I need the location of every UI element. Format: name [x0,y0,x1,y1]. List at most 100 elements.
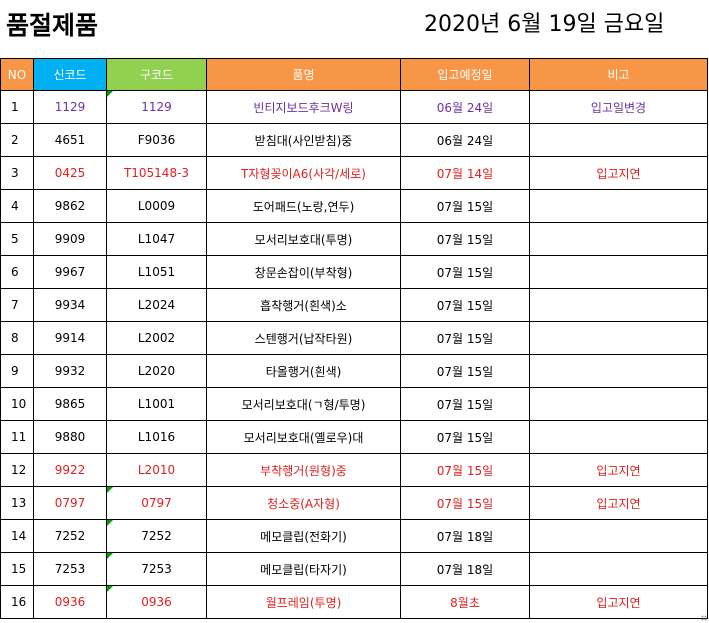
cell-arrival-date[interactable]: 07월 15일 [400,321,530,355]
cell-old-code[interactable]: L2020 [106,354,207,388]
cell-product-name[interactable]: 메모클립(타자기) [206,552,401,586]
cell-arrival-date[interactable]: 07월 15일 [400,354,530,388]
cell-product-name[interactable]: 메모클립(전화기) [206,519,401,553]
cell-no[interactable]: 5 [0,222,34,256]
cell-old-code[interactable]: L1016 [106,420,207,454]
cell-remark[interactable] [529,387,708,421]
cell-remark[interactable] [529,222,708,256]
cell-new-code[interactable]: 9909 [33,222,107,256]
cell-old-code[interactable]: L0009 [106,189,207,223]
cell-new-code[interactable]: 7252 [33,519,107,553]
cell-remark[interactable] [529,189,708,223]
cell-arrival-date[interactable]: 07월 15일 [400,486,530,520]
cell-arrival-date[interactable]: 07월 15일 [400,255,530,289]
cell-arrival-date[interactable]: 06월 24일 [400,90,530,124]
cell-remark[interactable] [529,123,708,157]
cell-new-code[interactable]: 0425 [33,156,107,190]
cell-no[interactable]: 7 [0,288,34,322]
cell-no[interactable]: 8 [0,321,34,355]
cell-arrival-date[interactable]: 07월 18일 [400,552,530,586]
cell-old-code[interactable]: L2002 [106,321,207,355]
cell-new-code[interactable]: 9914 [33,321,107,355]
resize-grip-icon[interactable] [701,615,707,621]
column-header-remark[interactable]: 비고 [529,58,708,91]
cell-remark[interactable] [529,552,708,586]
cell-new-code[interactable]: 9922 [33,453,107,487]
cell-no[interactable]: 11 [0,420,34,454]
cell-no[interactable]: 6 [0,255,34,289]
cell-no[interactable]: 2 [0,123,34,157]
cell-new-code[interactable]: 0797 [33,486,107,520]
cell-old-code[interactable]: 7252 [106,519,207,553]
cell-new-code[interactable]: 9934 [33,288,107,322]
cell-product-name[interactable]: 창문손잡이(부착형) [206,255,401,289]
cell-remark[interactable]: 입고지연 [529,156,708,190]
cell-product-name[interactable]: 청소중(A자형) [206,486,401,520]
column-header-name[interactable]: 품명 [206,58,401,91]
cell-old-code[interactable]: 0797 [106,486,207,520]
cell-old-code[interactable]: 1129 [106,90,207,124]
cell-old-code[interactable]: F9036 [106,123,207,157]
cell-new-code[interactable]: 9967 [33,255,107,289]
column-header-no[interactable]: NO [0,58,34,91]
column-header-arrival-date[interactable]: 입고예정일 [400,58,530,91]
cell-product-name[interactable]: 타올행거(흰색) [206,354,401,388]
cell-new-code[interactable]: 9880 [33,420,107,454]
cell-remark[interactable] [529,255,708,289]
cell-no[interactable]: 12 [0,453,34,487]
cell-new-code[interactable]: 4651 [33,123,107,157]
cell-remark[interactable] [529,519,708,553]
cell-old-code[interactable]: L1047 [106,222,207,256]
cell-remark[interactable]: 입고일변경 [529,90,708,124]
cell-old-code[interactable]: T105148-3 [106,156,207,190]
cell-remark[interactable]: 입고지연 [529,486,708,520]
cell-arrival-date[interactable]: 07월 15일 [400,288,530,322]
cell-new-code[interactable]: 9862 [33,189,107,223]
cell-remark[interactable]: 입고지연 [529,585,708,619]
cell-arrival-date[interactable]: 07월 14일 [400,156,530,190]
cell-remark[interactable] [529,321,708,355]
column-header-new-code[interactable]: 신코드 [33,58,107,91]
cell-new-code[interactable]: 9932 [33,354,107,388]
cell-no[interactable]: 10 [0,387,34,421]
cell-arrival-date[interactable]: 07월 15일 [400,222,530,256]
cell-arrival-date[interactable]: 8월초 [400,585,530,619]
cell-product-name[interactable]: 월프레임(투명) [206,585,401,619]
cell-remark[interactable] [529,354,708,388]
cell-remark[interactable] [529,288,708,322]
cell-product-name[interactable]: 도어패드(노랑,연두) [206,189,401,223]
cell-no[interactable]: 9 [0,354,34,388]
cell-no[interactable]: 16 [0,585,34,619]
cell-product-name[interactable]: 모서리보호대(ㄱ형/투명) [206,387,401,421]
cell-no[interactable]: 1 [0,90,34,124]
cell-no[interactable]: 3 [0,156,34,190]
cell-remark[interactable]: 입고지연 [529,453,708,487]
cell-no[interactable]: 4 [0,189,34,223]
cell-old-code[interactable]: L2024 [106,288,207,322]
cell-no[interactable]: 13 [0,486,34,520]
cell-product-name[interactable]: 받침대(사인받침)중 [206,123,401,157]
cell-old-code[interactable]: L1001 [106,387,207,421]
cell-new-code[interactable]: 0936 [33,585,107,619]
cell-no[interactable]: 14 [0,519,34,553]
cell-remark[interactable] [529,420,708,454]
cell-arrival-date[interactable]: 07월 15일 [400,189,530,223]
cell-product-name[interactable]: 흡착행거(흰색)소 [206,288,401,322]
cell-arrival-date[interactable]: 07월 15일 [400,420,530,454]
cell-arrival-date[interactable]: 06월 24일 [400,123,530,157]
cell-product-name[interactable]: 빈티지보드후크W링 [206,90,401,124]
cell-new-code[interactable]: 9865 [33,387,107,421]
cell-product-name[interactable]: T자형꽂이A6(사각/세로) [206,156,401,190]
cell-old-code[interactable]: L1051 [106,255,207,289]
cell-new-code[interactable]: 7253 [33,552,107,586]
cell-old-code[interactable]: 7253 [106,552,207,586]
column-header-old-code[interactable]: 구코드 [106,58,207,91]
cell-product-name[interactable]: 모서리보호대(옐로우)대 [206,420,401,454]
cell-no[interactable]: 15 [0,552,34,586]
cell-product-name[interactable]: 스텐행거(납작타원) [206,321,401,355]
cell-old-code[interactable]: L2010 [106,453,207,487]
cell-new-code[interactable]: 1129 [33,90,107,124]
cell-product-name[interactable]: 부착행거(원형)중 [206,453,401,487]
cell-arrival-date[interactable]: 07월 18일 [400,519,530,553]
cell-arrival-date[interactable]: 07월 15일 [400,387,530,421]
